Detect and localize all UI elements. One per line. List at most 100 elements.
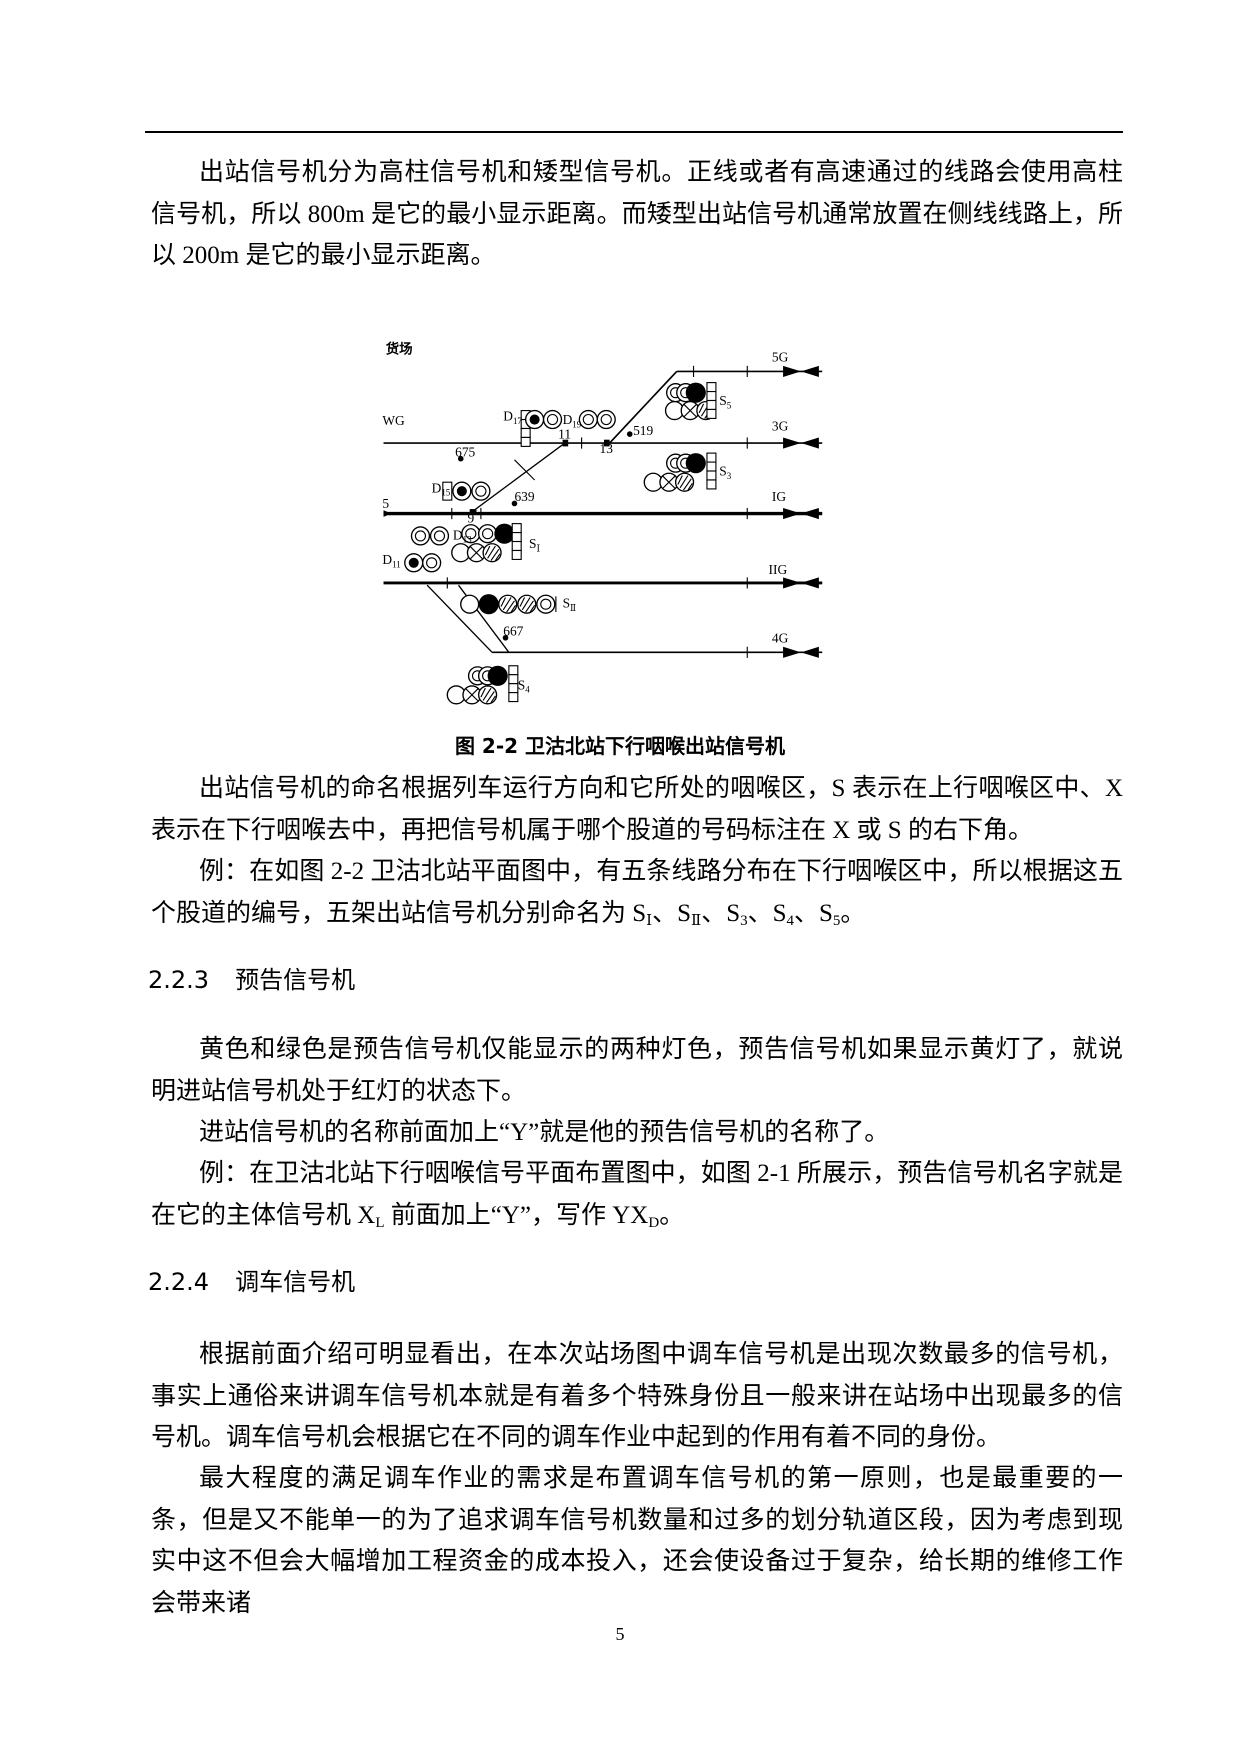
lamp-dot — [408, 557, 419, 568]
indicator — [508, 665, 519, 676]
label-text: S — [518, 677, 525, 692]
lamp-ring — [433, 530, 446, 542]
lamp-ring — [582, 413, 594, 426]
label-subscript: 19 — [572, 419, 581, 429]
subscript: 5 — [832, 912, 841, 929]
diagram-label: D11 — [382, 552, 400, 569]
lamp — [477, 685, 498, 705]
indicator — [508, 692, 519, 703]
indicator — [706, 452, 717, 463]
label-text: 3G — [772, 419, 789, 434]
lamp-ring — [465, 528, 477, 540]
indicator — [511, 523, 522, 534]
indicator — [511, 532, 522, 543]
section-heading: 2.2.3 预告信号机 — [148, 963, 355, 997]
text-run: 根据前面介绍可明显看出，在本次站场图中调车信号机是出现次数最多的信号机，事实上通… — [151, 1341, 1123, 1451]
text-run: 前面加上“Y”，写作 YX — [384, 1201, 649, 1229]
paragraph: 出站信号机分为高柱信号机和矮型信号机。正线或者有高速通过的线路会使用高柱信号机，… — [151, 152, 1123, 277]
indicator — [706, 408, 717, 419]
label-text: D — [382, 552, 392, 567]
paragraph: 出站信号机的命名根据列车运行方向和它所处的咽喉区，S 表示在上行咽喉区中、X 表… — [151, 768, 1123, 851]
label-text: S — [529, 536, 536, 551]
label-text: 13 — [600, 441, 614, 456]
indicator — [706, 470, 717, 481]
header-rule — [145, 131, 1123, 133]
label-text: 4G — [772, 630, 789, 645]
diagram-label: IG — [772, 489, 786, 504]
label-subscript: Ⅰ — [536, 544, 540, 554]
indicator — [706, 479, 717, 490]
label-subscript: 17 — [513, 416, 522, 426]
section-heading: 2.2.4 调车信号机 — [148, 1265, 355, 1299]
text-run: 最大程度的满足调车作业的需求是布置调车信号机的第一原则，也是最重要的一条，但是又… — [151, 1465, 1123, 1617]
label-text: 639 — [514, 489, 534, 504]
lamp — [460, 594, 480, 614]
diagram-label: 3G — [772, 419, 789, 434]
indicator — [706, 461, 717, 472]
signals — [404, 382, 717, 705]
label-text: 519 — [633, 423, 653, 438]
label-text: IIG — [769, 562, 788, 577]
lamp — [578, 409, 598, 430]
paragraph: 例：在卫沽北站下行咽喉信号平面布置图中，如图 2-1 所展示，预告信号机名字就是… — [151, 1153, 1123, 1236]
label-subscript: 11 — [392, 559, 401, 569]
paragraph: 例：在如图 2-2 卫沽北站平面图中，有五条线路分布在下行咽喉区中，所以根据这五… — [151, 851, 1123, 934]
indicator — [442, 481, 453, 501]
diagram-label: 货场 — [385, 341, 413, 357]
lamp-hatch — [698, 403, 715, 419]
text-run: 、S — [701, 899, 741, 927]
label-text: D — [503, 409, 513, 424]
lamp-hatch — [484, 545, 501, 561]
lamp-ring — [546, 413, 559, 426]
diagram-label: 639 — [514, 489, 534, 504]
heading-title: 调车信号机 — [235, 1268, 356, 1296]
label-text: 9 — [467, 510, 474, 525]
lamp-ring — [540, 598, 552, 610]
label-text: 675 — [455, 444, 475, 459]
indicator — [511, 549, 522, 560]
lamp-hatch — [480, 687, 496, 704]
label-text: D — [432, 480, 442, 495]
subscript: 3 — [740, 912, 748, 929]
label-text: 5 — [382, 496, 389, 511]
lamp — [429, 526, 450, 546]
label-subscript: 5 — [727, 400, 732, 410]
diagram-label: 13 — [600, 441, 614, 456]
text-run: 出站信号机分为高柱信号机和矮型信号机。正线或者有高速通过的线路会使用高柱信号机，… — [151, 159, 1123, 269]
text-run: 例：在如图 2-2 卫沽北站平面图中，有五条线路分布在下行咽喉区中，所以根据这五… — [151, 858, 1123, 927]
label-text: S — [563, 596, 570, 611]
subscript: 4 — [786, 912, 795, 929]
label-subscript: 15 — [441, 488, 450, 498]
heading-number: 2.2.3 — [148, 966, 210, 994]
lamp-cross — [662, 475, 676, 489]
lamp — [596, 409, 616, 430]
label-text: D — [563, 412, 573, 427]
diagram-label: 675 — [455, 444, 475, 459]
lamp-ring — [426, 557, 438, 569]
indicator — [706, 390, 717, 402]
lamp — [685, 453, 706, 474]
lamp — [494, 523, 515, 544]
diagram-label: SⅡ — [563, 596, 577, 613]
text-run: 黄色和绿色是预告信号机仅能显示的两种灯色，预告信号机如果显示黄灯了，就说明进站信… — [151, 1036, 1123, 1105]
lamp — [482, 543, 502, 563]
subscript: D — [648, 1214, 660, 1231]
diagram-label: 4G — [772, 630, 789, 645]
label-text: 11 — [558, 427, 571, 442]
indicator — [511, 540, 522, 552]
label-subscript: 4 — [525, 685, 530, 695]
indicator — [706, 399, 717, 411]
label-text: S — [719, 393, 726, 408]
indicator — [520, 427, 531, 439]
paragraph: 黄色和绿色是预告信号机仅能显示的两种灯色，预告信号机如果显示黄灯了，就说明进站信… — [151, 1029, 1123, 1112]
lamp — [478, 594, 499, 615]
diagram-label: 11 — [558, 427, 571, 442]
subscript: Ⅰ — [646, 912, 653, 929]
figure-caption: 图 2-2 卫沽北站下行咽喉出站信号机 — [454, 734, 786, 758]
subscript: L — [375, 1214, 385, 1231]
text-run: 、S — [794, 899, 833, 927]
subscript: Ⅱ — [691, 912, 702, 929]
